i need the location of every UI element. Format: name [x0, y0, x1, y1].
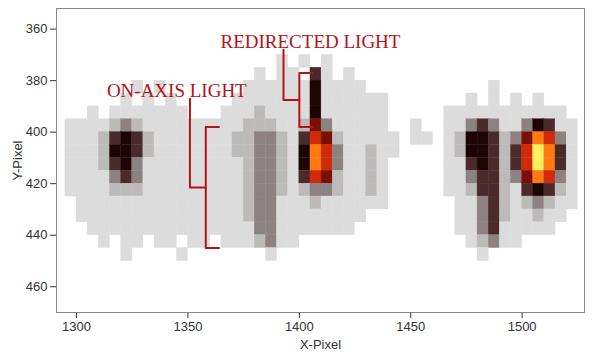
svg-text:ON-AXIS LIGHT: ON-AXIS LIGHT	[107, 80, 247, 101]
svg-text:440: 440	[26, 227, 48, 242]
svg-text:Y-Pixel: Y-Pixel	[10, 140, 25, 180]
svg-text:1350: 1350	[173, 319, 202, 334]
svg-text:420: 420	[26, 176, 48, 191]
svg-text:380: 380	[26, 73, 48, 88]
svg-text:1500: 1500	[508, 319, 537, 334]
svg-text:X-Pixel: X-Pixel	[300, 337, 341, 352]
svg-text:360: 360	[26, 21, 48, 36]
svg-text:REDIRECTED LIGHT: REDIRECTED LIGHT	[220, 31, 400, 52]
svg-text:1400: 1400	[285, 319, 314, 334]
svg-text:400: 400	[26, 124, 48, 139]
svg-text:460: 460	[26, 279, 48, 294]
svg-text:1450: 1450	[396, 319, 425, 334]
svg-text:1300: 1300	[62, 319, 91, 334]
